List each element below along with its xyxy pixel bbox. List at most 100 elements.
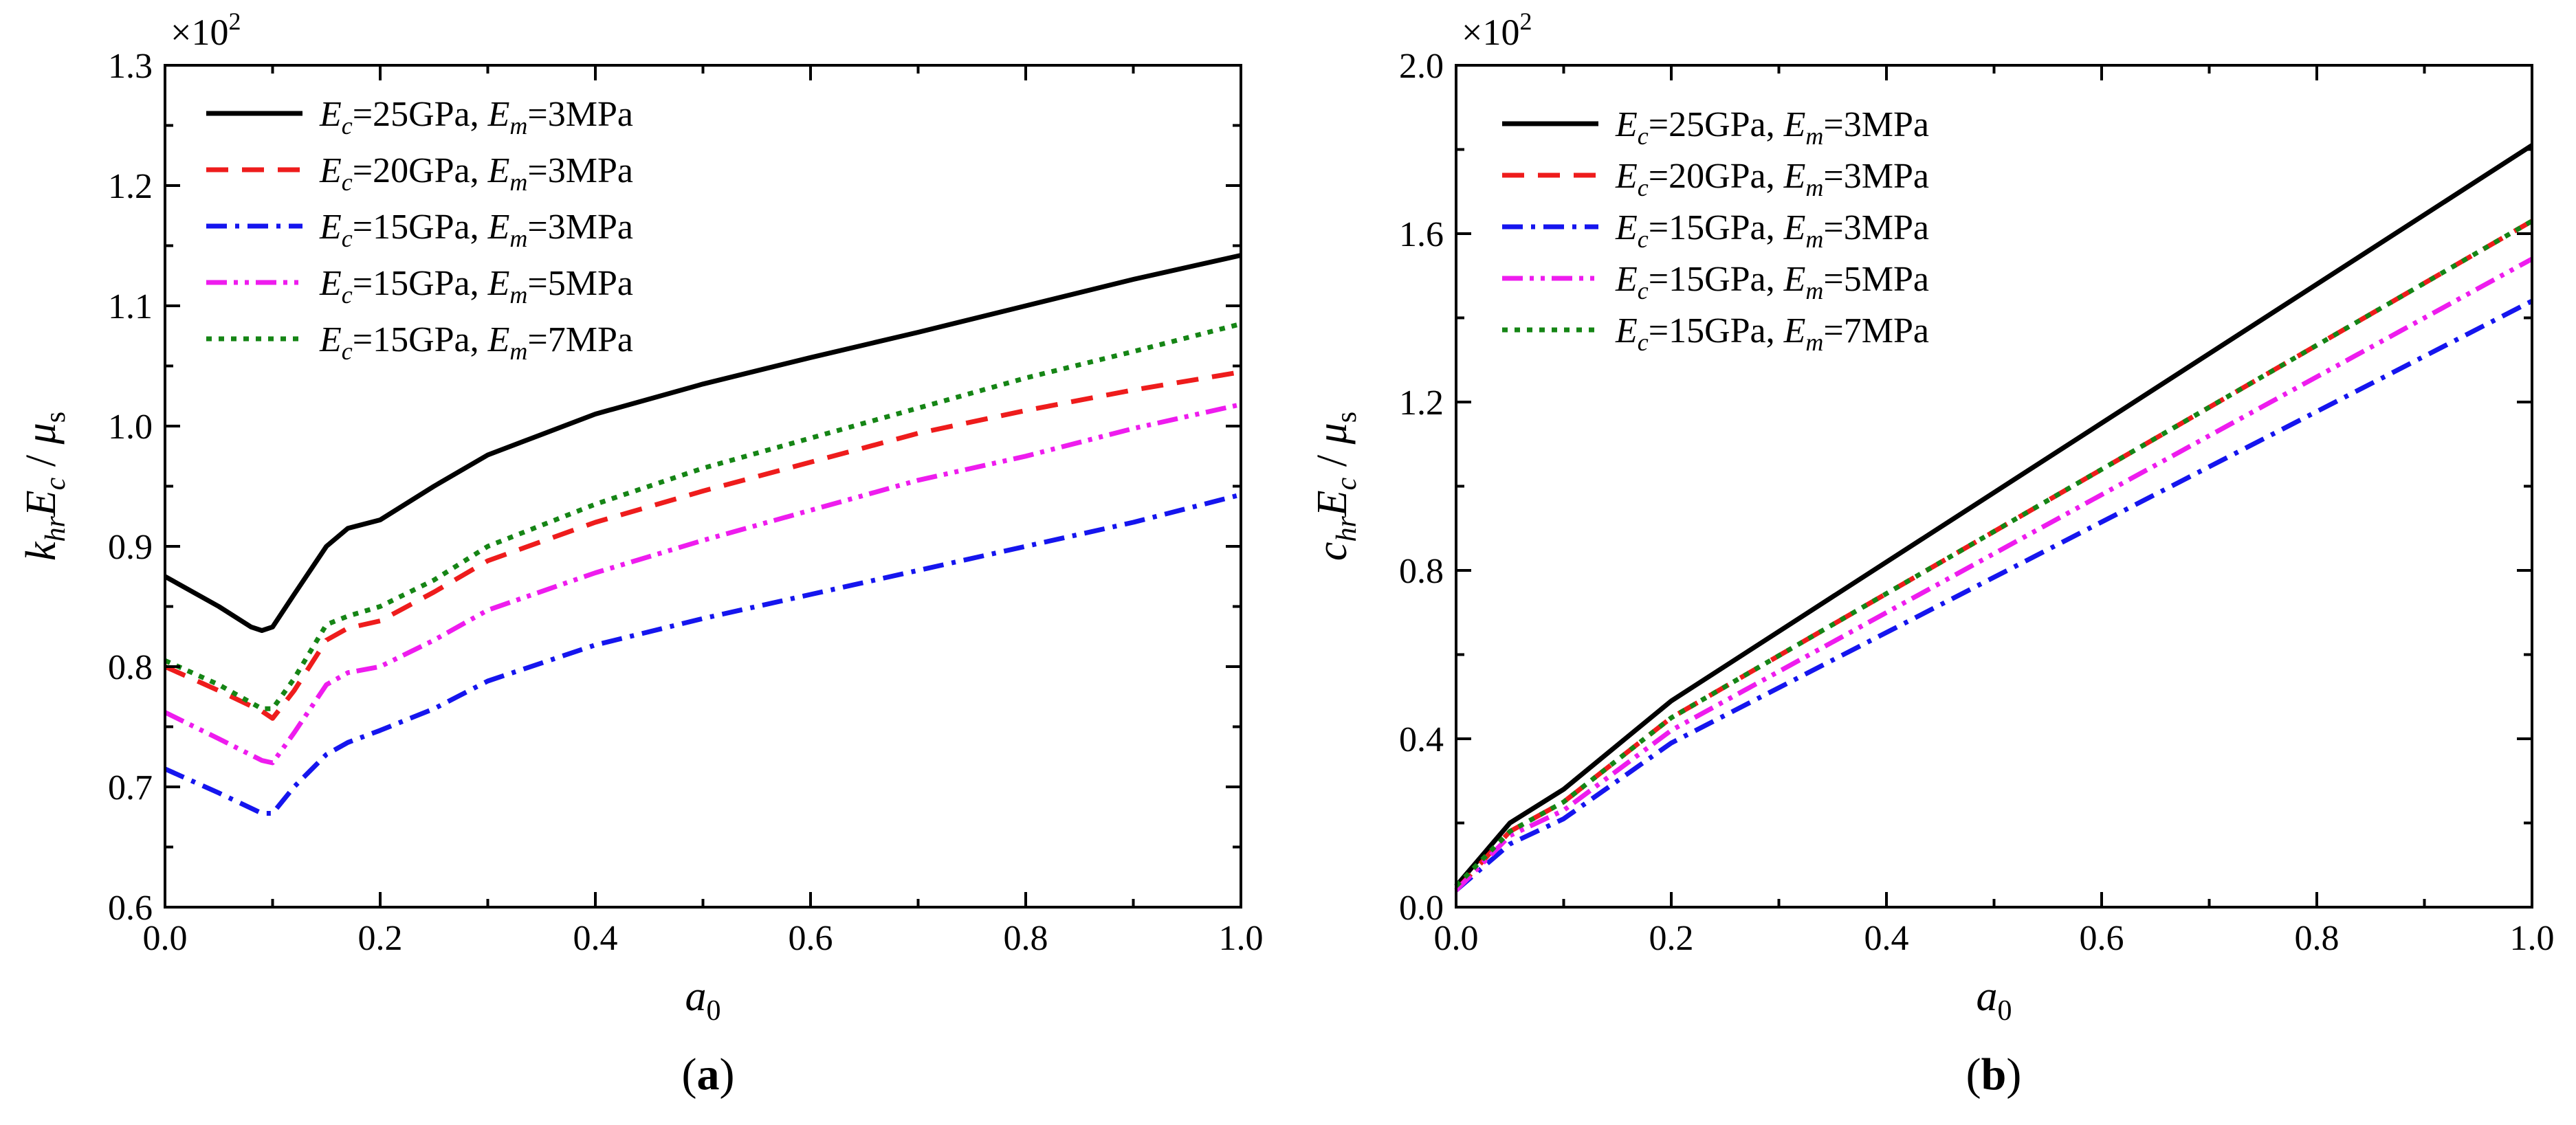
legend-em-sub: m <box>1805 277 1823 304</box>
y-label-e: E <box>18 490 65 517</box>
legend-comma: , <box>470 320 488 359</box>
legend-em-sub: m <box>509 281 527 309</box>
y-tick-label: 1.0 <box>108 408 153 447</box>
panel-caption: (a) <box>682 1049 735 1100</box>
legend-ec-sub: c <box>1638 174 1649 201</box>
legend-ec-symbol: E <box>1615 260 1638 299</box>
y-tick-label: 0.4 <box>1399 720 1444 759</box>
legend-em-value: 5MPa <box>1844 260 1929 299</box>
y-label-e-sub: c <box>40 477 71 490</box>
chart-panel-b: 0.0 0.2 0.4 0.6 0.8 1.00.00.40.81.21.62.0×102… <box>1309 8 2555 1100</box>
legend-eq: = <box>353 320 373 359</box>
legend-em-value: 3MPa <box>548 208 633 247</box>
legend-ec-symbol: E <box>319 264 342 303</box>
legend-ec-value: 15GPa <box>1669 311 1766 350</box>
multiplier-exponent: 2 <box>1519 8 1532 35</box>
legend-ec-symbol: E <box>1615 311 1638 350</box>
legend-ec-symbol: E <box>319 151 342 190</box>
x-tick-label: 1.0 <box>2510 919 2555 958</box>
legend-em-sub: m <box>1805 225 1823 253</box>
legend-eq: = <box>353 151 373 190</box>
legend-entry: Ec=15GPa, Em=5MPa <box>1615 260 1929 304</box>
series-line-a-1 <box>164 369 1242 721</box>
legend-comma: , <box>470 208 488 247</box>
series-line-a-4 <box>164 321 1242 711</box>
y-tick-label: 0.7 <box>108 768 153 807</box>
legend-ec-value: 15GPa <box>373 264 470 303</box>
legend-entry: Ec=20GPa, Em=3MPa <box>319 151 633 196</box>
y-tick-label: 2.0 <box>1399 47 1444 86</box>
legend-comma: , <box>1766 260 1784 299</box>
legend-em-symbol: E <box>1783 157 1806 196</box>
legend-ec-symbol: E <box>319 208 342 247</box>
legend-ec-sub: c <box>1638 277 1649 304</box>
legend-eq: = <box>527 208 547 247</box>
legend-ec-sub: c <box>342 225 353 252</box>
legend-entry: Ec=25GPa, Em=3MPa <box>319 95 633 140</box>
legend-eq: = <box>1823 208 1843 247</box>
legend-em-value: 5MPa <box>548 264 633 303</box>
x-tick-label: 0.0 <box>1434 919 1479 958</box>
x-tick-label: 0.4 <box>573 919 618 958</box>
legend-ec-value: 25GPa <box>1669 105 1766 144</box>
multiplier-base: ×10 <box>170 12 228 53</box>
legend-em-symbol: E <box>487 320 510 359</box>
legend-ec-value: 20GPa <box>373 151 470 190</box>
series-line-b-3 <box>1454 256 2533 892</box>
legend-eq: = <box>1823 311 1843 350</box>
y-tick-label: 1.3 <box>108 47 153 86</box>
legend-eq: = <box>1649 208 1669 247</box>
x-tick-label: 0.6 <box>2080 919 2124 958</box>
axis-multiplier: ×102 <box>170 8 241 53</box>
legend-em-sub: m <box>509 225 527 252</box>
x-tick-label: 0.6 <box>789 919 833 958</box>
y-axis-label: khrEc / μs <box>18 412 71 561</box>
y-label-slash: / <box>18 444 65 477</box>
legend-ec-sub: c <box>342 281 353 309</box>
legend-em-value: 7MPa <box>1844 311 1929 350</box>
legend-eq: = <box>527 320 547 359</box>
y-label-symbol: c <box>1309 542 1356 561</box>
y-tick-label: 0.6 <box>108 889 153 928</box>
legend-ec-symbol: E <box>319 320 342 359</box>
legend-eq: = <box>527 95 547 134</box>
caption-close: ) <box>720 1049 735 1100</box>
y-axis-label: chrEc / μs <box>1309 412 1363 561</box>
legend-em-value: 7MPa <box>548 320 633 359</box>
legend-em-sub: m <box>1805 174 1823 201</box>
legend-entry: Ec=25GPa, Em=3MPa <box>1615 105 1929 150</box>
legend-em-symbol: E <box>1783 105 1806 144</box>
legend-ec-value: 25GPa <box>373 95 470 134</box>
legend-eq: = <box>1823 260 1843 299</box>
legend-em-sub: m <box>1805 122 1823 150</box>
x-axis-label: a0 <box>1977 973 2012 1027</box>
legend-eq: = <box>1649 157 1669 196</box>
series-line-b-2 <box>1454 298 2533 893</box>
legend-em-sub: m <box>509 337 527 365</box>
series-line-b-4 <box>1454 219 2533 888</box>
series-line-b-0 <box>1454 143 2533 888</box>
series-line-a-3 <box>164 402 1242 766</box>
y-label-sub: hr <box>1331 516 1363 542</box>
legend-entry: Ec=15GPa, Em=7MPa <box>1615 311 1929 356</box>
x-tick-label: 0.0 <box>143 919 188 958</box>
legend-eq: = <box>527 151 547 190</box>
legend-em-symbol: E <box>487 95 510 134</box>
legend-em-symbol: E <box>1783 311 1806 350</box>
legend-ec-sub: c <box>342 112 353 140</box>
legend-em-symbol: E <box>1783 260 1806 299</box>
legend-eq: = <box>1649 260 1669 299</box>
caption-letter: a <box>697 1049 720 1100</box>
legend-ec-symbol: E <box>1615 105 1638 144</box>
legend-ec-value: 15GPa <box>1669 208 1766 247</box>
series-line-a-2 <box>164 492 1242 816</box>
y-tick-label: 1.2 <box>108 167 153 206</box>
x-label-subscript: 0 <box>707 995 721 1027</box>
x-tick-label: 0.8 <box>2295 919 2340 958</box>
caption-close: ) <box>2006 1049 2021 1100</box>
y-tick-label: 0.9 <box>108 528 153 567</box>
y-tick-label: 1.1 <box>108 287 153 326</box>
legend-em-value: 3MPa <box>548 151 633 190</box>
legend-ec-sub: c <box>342 168 353 196</box>
x-tick-label: 1.0 <box>1219 919 1264 958</box>
